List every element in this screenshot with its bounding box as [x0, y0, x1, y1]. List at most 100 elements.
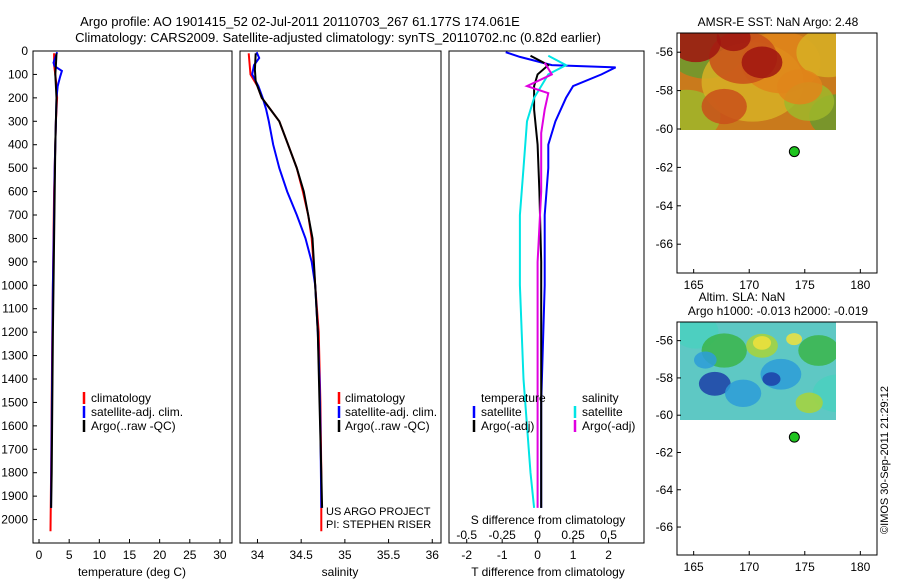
lat-tick-label: -64: [656, 483, 674, 497]
argo-position-marker: [788, 431, 800, 443]
imos-credit: ©IMOS 30-Sep-2011 21:29:12: [879, 386, 891, 534]
y-tick-label: 900: [8, 255, 28, 269]
legend-label-argo: Argo(..raw -QC): [91, 419, 176, 433]
y-tick-label: 1900: [1, 489, 28, 503]
argo-position-marker: [788, 146, 800, 158]
lat-tick-label: -56: [656, 45, 674, 59]
field-patch: [716, 33, 751, 52]
difference-series: [505, 51, 617, 509]
sst-map-frame: [676, 32, 878, 274]
sst-map-title: AMSR-E SST: NaN Argo: 2.48: [698, 15, 859, 29]
x-tick-label: -1: [497, 548, 508, 562]
x-tick-label: 5: [66, 548, 73, 562]
series-line-argo-raw-qc-: [50, 53, 58, 508]
x-tick-label: 25: [183, 548, 197, 562]
y-tick-label: 1400: [1, 372, 28, 386]
sla-map-frame: [676, 321, 878, 556]
y-tick-label: 500: [8, 161, 28, 175]
difference-panel: -2 -1 0 1 2 -0.5 -0.25 0 0.25 0.5 T difference f…: [448, 50, 645, 579]
lat-tick-label: -66: [656, 237, 674, 251]
sla-field: [680, 322, 836, 414]
sla-map-panel: Altim. SLA: NaN Argo h1000: -0.013 h2000…: [656, 290, 878, 574]
salinity-series: [247, 51, 324, 532]
lon-tick-label: 170: [739, 278, 759, 292]
x-tick-label: 35.5: [377, 548, 401, 562]
x-tick-label: 34.5: [289, 548, 313, 562]
x-tick-label: 1: [570, 548, 577, 562]
field-patch: [724, 379, 762, 407]
y-tick-label: 1800: [1, 466, 28, 480]
series-line-salinity-argo-adj-: [524, 62, 554, 508]
s-difference-x-label: S difference from climatology: [471, 513, 626, 527]
temperature-panel: 0 5 10 15 20 25 30 0 100 200 300 400 500 600 700 800 90…: [1, 44, 233, 579]
temperature-series: [49, 51, 64, 532]
sla-longitude-ticks: 165 170 175 180: [684, 551, 871, 574]
lat-tick-label: -58: [656, 84, 674, 98]
field-patch: [701, 88, 747, 125]
depth-y-ticks: 0 100 200 300 400 500 600 700 800 900 1000 1100 1200…: [1, 44, 37, 527]
lon-tick-label: 180: [850, 278, 870, 292]
difference-legend: temperature satellite Argo(-adj) salinit…: [472, 391, 635, 433]
s-diff-tick-label: -0.25: [489, 528, 517, 542]
salinity-legend: climatology satellite-adj. clim. Argo(..…: [337, 391, 437, 433]
field-patch: [680, 33, 721, 63]
field-patch: [796, 33, 836, 78]
y-tick-label: 1600: [1, 419, 28, 433]
lon-tick-label: 165: [684, 278, 704, 292]
salinity-axes-frame: [239, 50, 442, 544]
field-patch: [762, 372, 781, 386]
y-tick-label: 1100: [2, 302, 28, 316]
lat-tick-label: -60: [656, 122, 674, 136]
x-tick-label: 0: [36, 548, 43, 562]
legend-label-argo: Argo(..raw -QC): [345, 419, 430, 433]
field-patch: [786, 333, 803, 346]
sst-latitude-ticks: -56 -58 -60 -62 -64 -66: [656, 45, 681, 251]
y-tick-label: 1300: [1, 349, 28, 363]
legend-label-climatology: climatology: [345, 391, 405, 405]
legend-label-satellite: satellite-adj. clim.: [345, 405, 437, 419]
legend-label-s-satellite: satellite: [582, 405, 623, 419]
y-tick-label: 200: [8, 91, 28, 105]
x-tick-label: 36: [426, 548, 440, 562]
legend-label-climatology: climatology: [91, 391, 151, 405]
y-tick-label: 1500: [1, 395, 28, 409]
lat-tick-label: -62: [656, 445, 674, 459]
y-tick-label: 800: [8, 231, 28, 245]
lat-tick-label: -66: [656, 520, 674, 534]
s-diff-tick-label: 0.5: [600, 528, 617, 542]
y-tick-label: 1700: [1, 442, 28, 456]
field-patch: [694, 351, 717, 369]
field-patch: [752, 336, 772, 350]
field-patch: [698, 371, 731, 396]
sla-latitude-ticks: -56 -58 -60 -62 -64 -66: [656, 334, 681, 534]
sst-field: [680, 33, 836, 130]
lat-tick-label: -64: [656, 199, 674, 213]
legend-label-s-argo: Argo(-adj): [582, 419, 635, 433]
y-tick-label: 300: [8, 114, 28, 128]
s-diff-tick-label: 0.25: [561, 528, 585, 542]
x-tick-label: 35: [338, 548, 352, 562]
lat-tick-label: -62: [656, 160, 674, 174]
y-tick-label: 1000: [1, 278, 28, 292]
s-diff-tick-label: -0.5: [456, 528, 477, 542]
figure-title-line1: Argo profile: AO 1901415_52 02-Jul-2011 …: [80, 14, 520, 29]
legend-heading-salinity: salinity: [582, 391, 619, 405]
series-line-climatology: [247, 53, 323, 532]
y-tick-label: 1200: [1, 325, 28, 339]
pi-annotation: PI: STEPHEN RISER: [326, 519, 431, 531]
series-line-temperature-argo-adj-: [530, 54, 551, 508]
field-patch: [777, 69, 823, 105]
lon-tick-label: 165: [684, 560, 704, 574]
temperature-x-label: temperature (deg C): [78, 565, 186, 579]
x-tick-label: 20: [153, 548, 167, 562]
salinity-x-label: salinity: [322, 565, 359, 579]
legend-label-satellite: satellite-adj. clim.: [91, 405, 183, 419]
lon-tick-label: 175: [795, 278, 815, 292]
y-tick-label: 100: [8, 67, 28, 81]
y-tick-label: 700: [8, 208, 28, 222]
series-line-argo-raw-qc-: [253, 53, 324, 508]
legend-label-t-satellite: satellite: [481, 405, 522, 419]
temperature-axes-frame: [32, 50, 233, 544]
legend-heading-temperature: temperature: [481, 391, 546, 405]
